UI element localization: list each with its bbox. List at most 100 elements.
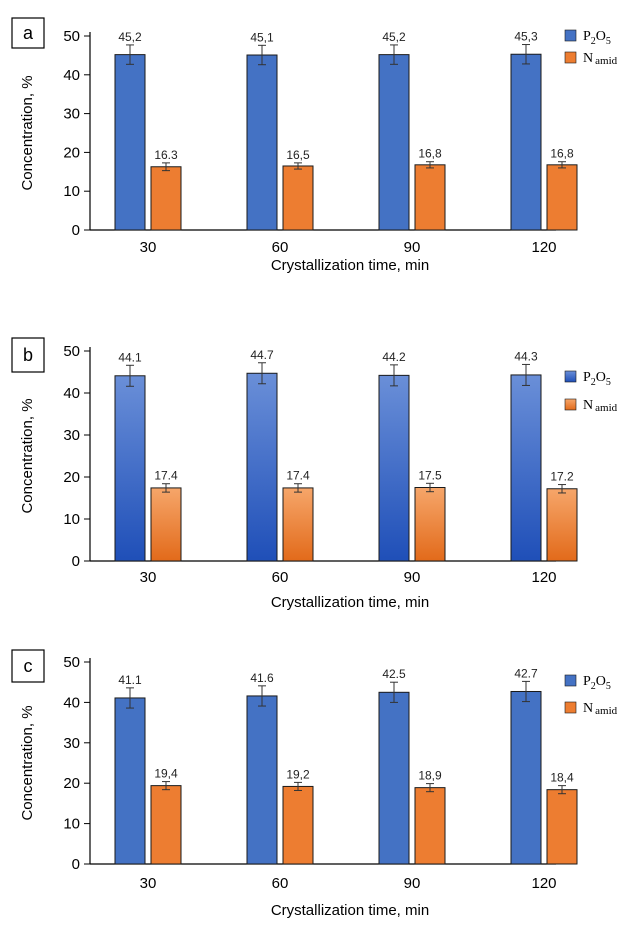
panel-label: a	[23, 23, 34, 43]
bar-namid-90	[414, 164, 446, 231]
y-tick-label: 40	[63, 67, 80, 84]
data-label: 44.1	[118, 350, 142, 364]
data-label: 19,2	[286, 767, 310, 781]
legend-label-p2o5: P2O5	[583, 29, 611, 47]
data-label: 16,8	[550, 147, 574, 161]
bar-namid-90	[414, 787, 446, 865]
y-tick-label: 40	[63, 385, 80, 402]
bar-p2o5-30	[114, 375, 146, 562]
panel-label-box	[11, 649, 45, 683]
panel-label: c	[24, 656, 33, 676]
bar-namid-60	[282, 165, 314, 231]
bar-p2o5-90	[378, 374, 410, 562]
data-label: 19,4	[154, 767, 178, 781]
y-tick-label: 20	[63, 144, 80, 161]
y-axis-title: Concentration, %	[19, 705, 36, 820]
data-label: 45,2	[118, 30, 142, 44]
chart-panel-b: b 0 10 20 30 40 50 Concentration, % Crystallizat…	[11, 337, 618, 611]
panel-label: b	[23, 345, 33, 365]
bar-namid-120	[546, 488, 578, 562]
y-tick-label: 10	[63, 511, 80, 528]
bar-p2o5-60	[246, 372, 278, 562]
legend-swatch-p2o5	[564, 29, 577, 42]
data-label: 44.3	[514, 349, 538, 363]
bar-namid-120	[546, 164, 578, 231]
data-label: 41.6	[250, 671, 274, 685]
panel-label-box	[11, 337, 45, 373]
y-tick-label: 0	[72, 856, 80, 873]
data-label: 17.2	[550, 470, 574, 484]
legend-swatch-p2o5	[564, 370, 577, 383]
x-tick-label: 120	[531, 875, 556, 892]
legend-swatch-namid	[564, 701, 577, 714]
data-label: 17.4	[154, 469, 178, 483]
data-label: 18,9	[418, 769, 442, 783]
data-label: 44.2	[382, 350, 406, 364]
data-label: 18,4	[550, 771, 574, 785]
bar-namid-90	[414, 487, 446, 562]
y-tick-label: 20	[63, 775, 80, 792]
legend-swatch-namid	[564, 398, 577, 411]
y-tick-label: 40	[63, 694, 80, 711]
bar-p2o5-120	[510, 374, 542, 562]
data-label: 41.1	[118, 673, 142, 687]
y-tick-label: 20	[63, 469, 80, 486]
bar-p2o5-90	[378, 691, 410, 865]
bar-p2o5-90	[378, 54, 410, 231]
y-axis-title: Concentration, %	[19, 398, 36, 513]
panel-label-box	[11, 17, 45, 49]
x-axis-title: Crystallization time, min	[271, 257, 429, 274]
data-label: 45,2	[382, 30, 406, 44]
y-tick-label: 0	[72, 553, 80, 570]
x-tick-label: 120	[531, 239, 556, 256]
y-axis-title: Concentration, %	[19, 75, 36, 190]
data-label: 16,5	[286, 148, 310, 162]
bar-namid-60	[282, 487, 314, 562]
bar-namid-30	[150, 166, 182, 231]
data-label: 17.5	[418, 468, 442, 482]
data-label: 45,3	[514, 30, 538, 44]
x-axis-title: Crystallization time, min	[271, 594, 429, 611]
legend-label-p2o5: P2O5	[583, 370, 611, 388]
data-label: 42.5	[382, 667, 406, 681]
bar-namid-30	[150, 785, 182, 865]
data-label: 44.7	[250, 348, 274, 362]
chart-panel-a: a 0 10 20 30 40 50 Concentration, % Crystallizat…	[11, 17, 618, 274]
bar-namid-120	[546, 789, 578, 865]
x-tick-label: 90	[404, 875, 421, 892]
y-tick-label: 30	[63, 106, 80, 123]
chart-panel-c: c 0 10 20 30 40 50 Concentration, % Crystallizat…	[11, 649, 618, 919]
data-label: 45,1	[250, 30, 274, 44]
y-tick-label: 10	[63, 816, 80, 833]
bar-p2o5-60	[246, 54, 278, 231]
x-tick-label: 60	[272, 569, 289, 586]
x-axis-title: Crystallization time, min	[271, 902, 429, 919]
legend-swatch-p2o5	[564, 674, 577, 687]
legend-swatch-namid	[564, 51, 577, 64]
x-tick-label: 90	[404, 569, 421, 586]
bar-p2o5-30	[114, 697, 146, 865]
data-label: 17.4	[286, 469, 310, 483]
bar-namid-30	[150, 487, 182, 562]
y-tick-label: 50	[63, 654, 80, 671]
x-tick-label: 120	[531, 569, 556, 586]
bar-p2o5-60	[246, 695, 278, 865]
x-tick-label: 30	[140, 569, 157, 586]
y-tick-label: 30	[63, 735, 80, 752]
bar-p2o5-120	[510, 690, 542, 865]
x-tick-label: 30	[140, 239, 157, 256]
data-label: 16,8	[418, 147, 442, 161]
bar-p2o5-30	[114, 54, 146, 231]
y-tick-label: 50	[63, 343, 80, 360]
x-tick-label: 30	[140, 875, 157, 892]
legend-label-p2o5: P2O5	[583, 674, 611, 692]
x-tick-label: 60	[272, 875, 289, 892]
y-tick-label: 50	[63, 28, 80, 45]
bar-namid-60	[282, 785, 314, 865]
y-tick-label: 10	[63, 183, 80, 200]
bar-p2o5-120	[510, 53, 542, 231]
